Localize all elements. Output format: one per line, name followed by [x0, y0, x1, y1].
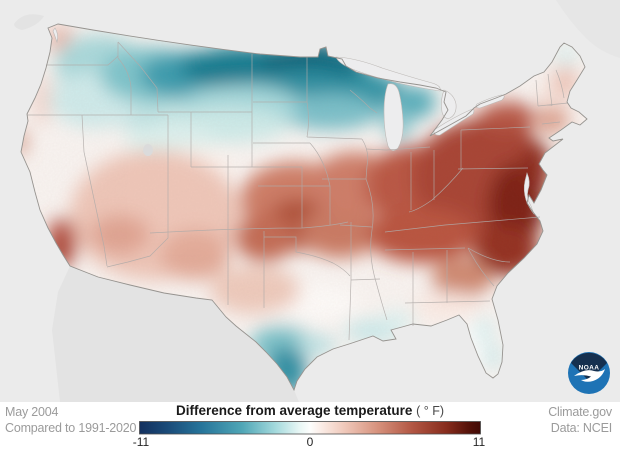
colorbar-ticks: -11 0 11	[133, 435, 486, 449]
noaa-logo-text: NOAA	[579, 365, 600, 372]
legend-title-text: Difference from average temperature	[175, 403, 413, 418]
colorbar	[139, 421, 481, 435]
us-temperature-anomaly-map: NOAA	[0, 0, 620, 402]
map-metadata-right: Climate.gov Data: NCEI	[548, 404, 612, 436]
footer: May 2004 Compared to 1991-2020 Differenc…	[0, 402, 620, 450]
source-data-label: Data: NCEI	[550, 421, 612, 435]
us-landmass	[21, 24, 587, 390]
tick-min: -11	[132, 435, 150, 449]
state-borders	[27, 41, 569, 341]
source-site-label: Climate.gov	[548, 405, 612, 419]
map-metadata-left: May 2004 Compared to 1991-2020	[5, 404, 137, 436]
tick-max: 11	[472, 435, 486, 449]
noaa-logo-icon: NOAA	[568, 352, 610, 394]
map-area: NOAA	[0, 0, 620, 402]
baseline-label: Compared to 1991-2020	[5, 421, 137, 435]
tick-zero: 0	[306, 435, 314, 449]
neighbor-landmasses	[14, 0, 620, 402]
legend: Difference from average temperature ( ° …	[133, 402, 486, 450]
legend-unit: ( ° F)	[416, 404, 444, 418]
legend-title: Difference from average temperature ( ° …	[138, 403, 482, 418]
period-label: May 2004	[5, 405, 59, 419]
us-outline	[20, 23, 588, 392]
